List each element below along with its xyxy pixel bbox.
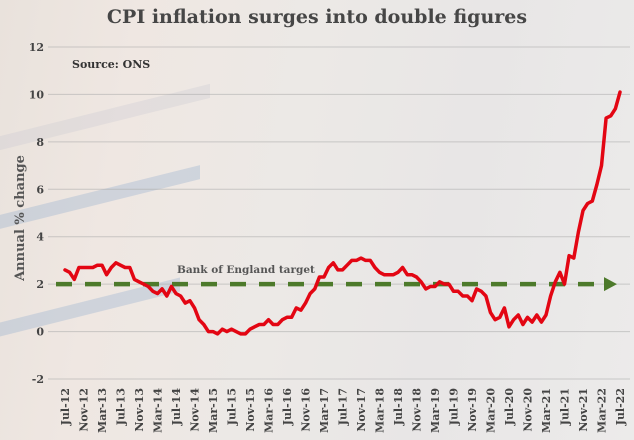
target-reference-line: Bank of England target xyxy=(56,264,617,292)
x-tick-label: Nov-21 xyxy=(577,388,590,432)
x-tick-label: Nov-14 xyxy=(189,388,202,432)
x-tick-label: Mar-19 xyxy=(429,388,442,433)
x-tick-label: Jul-19 xyxy=(448,388,461,426)
y-axis-ticks: 12 10 8 6 4 2 0 -2 xyxy=(29,41,45,386)
chart-source: Source: ONS xyxy=(72,58,151,71)
x-axis-ticks: Jul-12 Nov-12 Mar-13 Jul-13 Nov-13 Mar-14 Jul-… xyxy=(59,388,627,433)
target-label: Bank of England target xyxy=(177,264,315,276)
x-tick-label: Mar-14 xyxy=(152,388,165,433)
y-tick-label: 2 xyxy=(36,278,44,291)
x-tick-label: Mar-13 xyxy=(96,388,109,433)
x-tick-label: Mar-16 xyxy=(263,388,276,433)
x-tick-label: Mar-17 xyxy=(318,388,331,433)
x-tick-label: Mar-18 xyxy=(374,388,387,433)
y-tick-label: 8 xyxy=(36,136,44,149)
y-tick-label: 10 xyxy=(29,88,45,101)
x-tick-label: Jul-17 xyxy=(337,388,350,426)
series-layer xyxy=(63,90,622,336)
x-tick-label: Jul-18 xyxy=(392,388,405,427)
x-tick-label: Nov-13 xyxy=(133,388,146,432)
x-tick-label: Mar-15 xyxy=(207,388,220,433)
x-tick-label: Jul-16 xyxy=(281,388,294,427)
x-tick-label: Mar-20 xyxy=(485,388,498,433)
x-tick-label: Nov-19 xyxy=(466,388,479,432)
x-tick-label: Nov-17 xyxy=(355,388,368,432)
x-tick-label: Nov-16 xyxy=(300,388,313,432)
x-tick-label: Nov-15 xyxy=(244,388,257,432)
chart-title: CPI inflation surges into double figures xyxy=(106,6,528,28)
y-tick-label: -2 xyxy=(32,373,44,386)
gridlines xyxy=(48,46,630,380)
y-tick-label: 0 xyxy=(36,326,44,339)
y-tick-label: 4 xyxy=(36,231,44,244)
x-tick-label: Jul-12 xyxy=(59,388,72,426)
y-tick-label: 12 xyxy=(29,41,44,54)
x-tick-label: Jul-21 xyxy=(559,388,572,426)
x-tick-label: Nov-12 xyxy=(78,388,91,432)
x-tick-label: Jul-15 xyxy=(226,388,239,426)
x-tick-label: Mar-21 xyxy=(540,388,553,433)
x-tick-label: Nov-18 xyxy=(411,388,424,432)
target-arrowhead xyxy=(604,277,617,292)
x-tick-label: Jul-13 xyxy=(115,388,128,426)
x-tick-label: Jul-20 xyxy=(503,388,516,427)
x-tick-label: Mar-22 xyxy=(596,388,609,433)
x-tick-label: Jul-14 xyxy=(170,388,183,427)
x-tick-label: Nov-20 xyxy=(522,388,535,432)
y-tick-label: 6 xyxy=(36,183,44,196)
x-tick-label: Jul-22 xyxy=(614,388,627,426)
cpi-series-line xyxy=(63,90,622,336)
